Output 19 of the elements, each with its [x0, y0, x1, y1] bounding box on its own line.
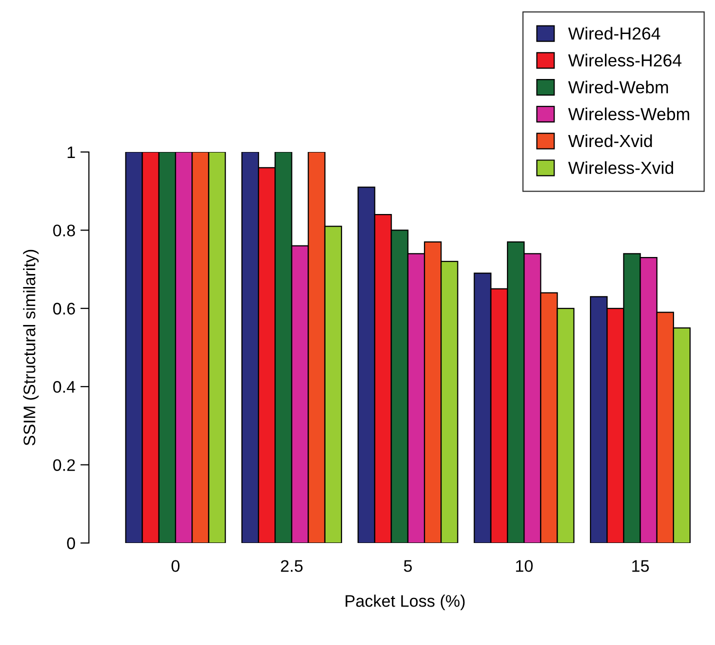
y-tick-label: 0.4	[53, 381, 76, 393]
legend-label: Wired-Xvid	[568, 134, 652, 148]
legend-label: Wireless-Xvid	[568, 161, 674, 174]
x-tick-label: 15	[632, 560, 649, 572]
y-tick-label: 0.6	[53, 302, 75, 315]
legend-label: Wireless-Webm	[568, 108, 690, 120]
x-tick-label: 2.5	[280, 560, 303, 572]
x-tick-label: 0	[172, 560, 180, 572]
y-tick-label: 0.8	[53, 224, 75, 236]
legend-label: Wired-H264	[568, 26, 660, 40]
legend-label: Wired-Webm	[568, 80, 668, 94]
x-tick-label: 5	[404, 560, 412, 572]
x-axis-title: Packet Loss (%)	[346, 594, 465, 610]
y-axis-title: SSIM (Structural similarity)	[23, 250, 39, 446]
y-tick-label: 0.2	[53, 459, 75, 472]
y-tick-label: 1	[68, 146, 75, 158]
y-tick-label: 0	[67, 537, 76, 550]
x-tick-label: 10	[516, 560, 533, 572]
legend-label: Wireless-H264	[568, 54, 682, 67]
